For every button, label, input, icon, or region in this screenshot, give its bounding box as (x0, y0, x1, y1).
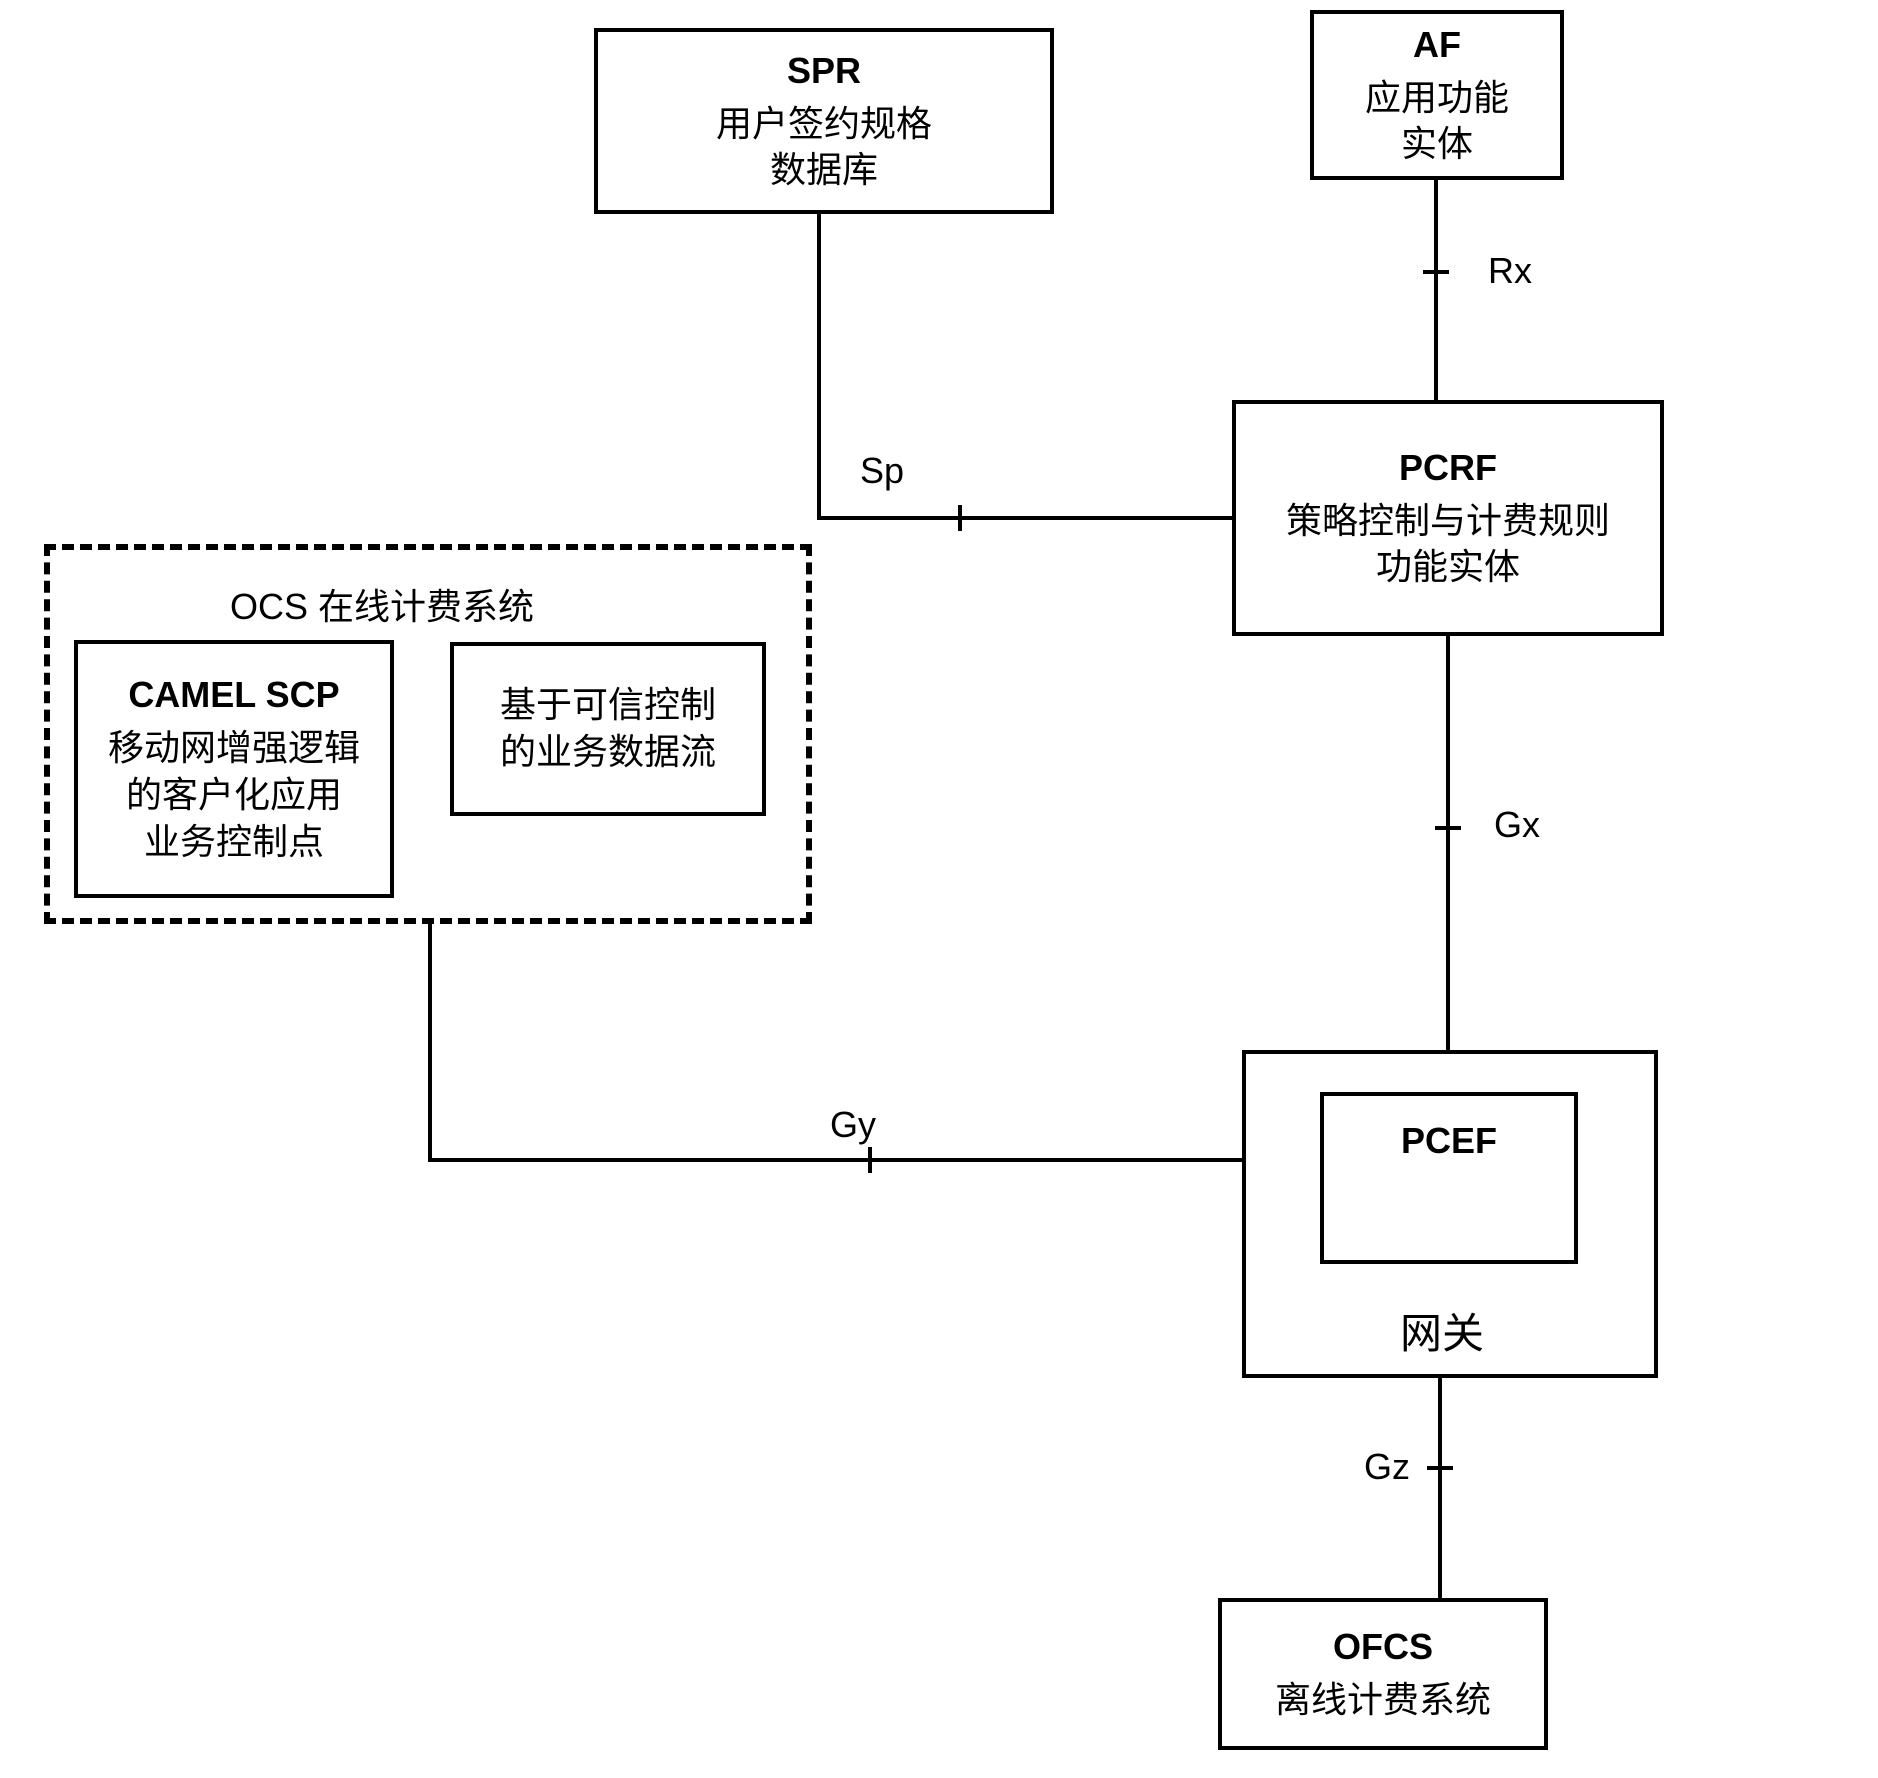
sdf-subtitle: 基于可信控制 的业务数据流 (500, 682, 716, 776)
camel-title: CAMEL SCP (128, 672, 339, 719)
af-node: AF 应用功能 实体 (1310, 10, 1564, 180)
gy-label: Gy (830, 1104, 876, 1146)
spr-subtitle: 用户签约规格 数据库 (716, 101, 932, 195)
ocs-title-label: OCS 在线计费系统 (230, 578, 534, 630)
sdf-node: 基于可信控制 的业务数据流 (450, 642, 766, 816)
pcef-title: PCEF (1401, 1118, 1497, 1165)
pcc-architecture-diagram: SPR 用户签约规格 数据库 AF 应用功能 实体 PCRF 策略控制与计费规则… (0, 0, 1878, 1778)
pcrf-node: PCRF 策略控制与计费规则 功能实体 (1232, 400, 1664, 636)
pcrf-subtitle: 策略控制与计费规则 功能实体 (1286, 498, 1610, 592)
spr-title: SPR (787, 48, 861, 95)
ofcs-subtitle: 离线计费系统 (1275, 1677, 1491, 1724)
gx-label: Gx (1494, 804, 1540, 846)
rx-label: Rx (1488, 250, 1532, 292)
pcef-node: PCEF (1320, 1092, 1578, 1264)
camel-subtitle: 移动网增强逻辑 的客户化应用 业务控制点 (108, 725, 360, 865)
camel-scp-node: CAMEL SCP 移动网增强逻辑 的客户化应用 业务控制点 (74, 640, 394, 898)
spr-node: SPR 用户签约规格 数据库 (594, 28, 1054, 214)
gateway-label: 网关 (1400, 1300, 1484, 1361)
pcrf-title: PCRF (1399, 445, 1497, 492)
af-title: AF (1413, 22, 1461, 69)
ofcs-title: OFCS (1333, 1624, 1433, 1671)
ofcs-node: OFCS 离线计费系统 (1218, 1598, 1548, 1750)
sp-label: Sp (860, 450, 904, 492)
gz-label: Gz (1364, 1446, 1410, 1488)
af-subtitle: 应用功能 实体 (1365, 75, 1509, 169)
